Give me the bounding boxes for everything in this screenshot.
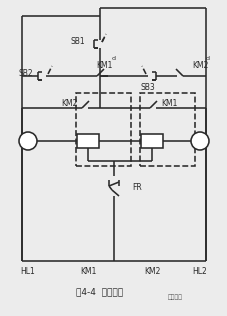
Bar <box>76 93 131 166</box>
Bar <box>140 134 162 148</box>
Text: KM1: KM1 <box>79 268 96 276</box>
Bar <box>139 93 194 166</box>
Text: KM2: KM2 <box>61 99 77 107</box>
Text: FR: FR <box>131 184 141 192</box>
Text: SB2: SB2 <box>19 70 33 78</box>
Circle shape <box>190 132 208 150</box>
Text: d: d <box>111 57 116 62</box>
Text: 图4-4  寄生电路: 图4-4 寄生电路 <box>76 288 123 296</box>
Circle shape <box>19 132 37 150</box>
Text: KM1: KM1 <box>95 60 112 70</box>
Text: KM2: KM2 <box>191 60 207 70</box>
Text: KM2: KM2 <box>143 268 160 276</box>
Text: HL1: HL1 <box>20 268 35 276</box>
Text: 电气学习: 电气学习 <box>167 294 182 300</box>
Bar <box>77 134 99 148</box>
Text: SB1: SB1 <box>70 38 85 46</box>
Text: SB3: SB3 <box>140 82 155 92</box>
Text: d: d <box>205 57 209 62</box>
Text: HL2: HL2 <box>192 268 207 276</box>
Text: KM1: KM1 <box>160 99 176 107</box>
